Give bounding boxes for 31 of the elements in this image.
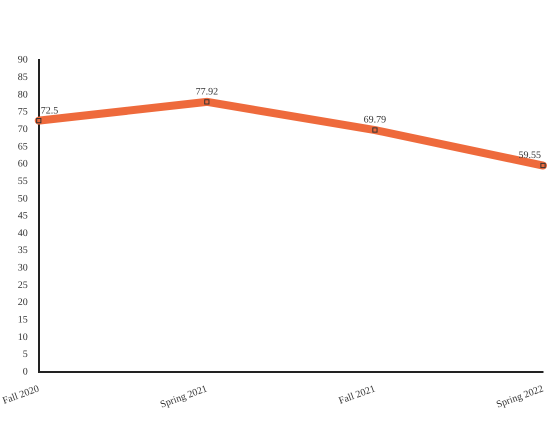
y-tick-label: 65: [18, 141, 28, 152]
y-tick-label: 60: [18, 158, 28, 170]
y-tick-label: 35: [18, 245, 28, 256]
y-tick-label: 40: [18, 228, 28, 239]
y-tick-label: 5: [22, 349, 28, 360]
y-tick-label: 70: [18, 124, 28, 135]
y-tick-label: 15: [18, 314, 28, 326]
point: [372, 127, 378, 133]
y-tick-label: 55: [18, 176, 28, 187]
y-tick-label: 30: [18, 262, 28, 274]
y-tick-label: 45: [18, 210, 28, 222]
data-label: 72.5: [40, 105, 58, 116]
point: [204, 99, 210, 104]
y-tick-label: 85: [18, 72, 28, 83]
point: [36, 118, 42, 124]
y-tick-label: 20: [18, 297, 28, 308]
x-tick-label: Spring 2022: [495, 383, 545, 411]
x-tick-label: Fall 2021: [337, 383, 377, 407]
data-label: 77.92: [196, 86, 218, 98]
data-label: 59.55: [518, 150, 541, 162]
x-tick-label: Fall 2020: [1, 383, 41, 407]
y-tick-label: 10: [18, 332, 28, 343]
y-tick-label: 25: [18, 280, 28, 291]
y-tick-label: 0: [22, 366, 28, 378]
data-label: 69.79: [364, 114, 386, 126]
point: [540, 162, 546, 168]
y-tick-label: 50: [18, 193, 28, 204]
y-tick-label: 90: [18, 54, 28, 66]
y-tick-label: 80: [18, 89, 28, 100]
x-tick-label: Spring 2021: [158, 383, 209, 411]
y-tick-label: 75: [18, 106, 28, 118]
